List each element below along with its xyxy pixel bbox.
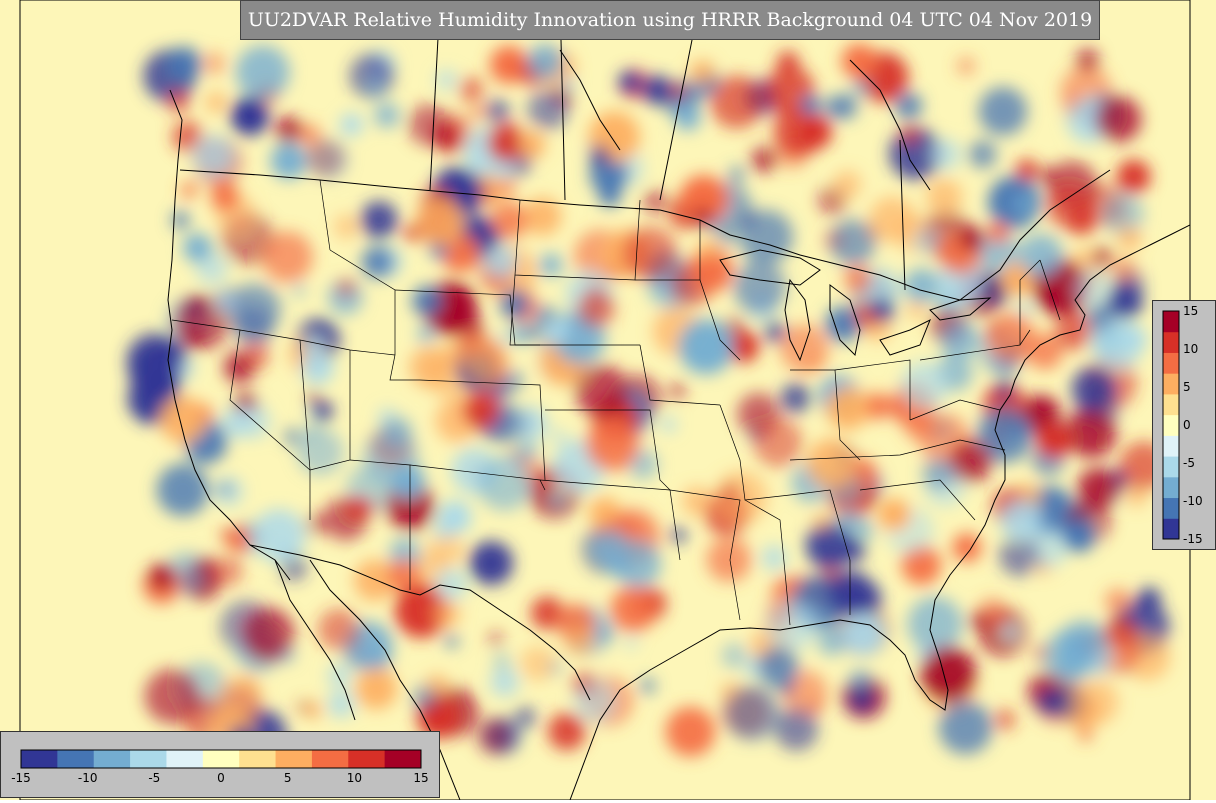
colorbar-swatch [1163,518,1179,540]
colorbar-swatch [202,750,240,768]
colorbar-tick-label: -5 [148,771,160,785]
colorbar-swatch [348,750,386,768]
colorbar-swatch [1163,352,1179,374]
colorbar-swatch [130,750,167,768]
colorbar-swatch [21,750,58,768]
colorbar-swatch [1163,373,1179,395]
colorbar-tick-label: 15 [413,771,428,785]
colorbar-swatch [1163,393,1179,416]
innovation-field [126,43,1170,762]
colorbar-swatch [57,750,95,768]
colorbar-tick-label: 0 [217,771,225,785]
colorbar-swatch [1163,476,1179,499]
vertical-colorbar-svg: -15 -10 -5 0 5 10 15 [1162,304,1203,546]
colorbar-tick-label: 0 [1183,418,1191,432]
colorbar-tick-label: 10 [1183,342,1198,356]
colorbar-swatch [1163,331,1179,353]
colorbar-swatch [1163,497,1179,519]
colorbar-swatch [311,750,349,768]
colorbar-tick-label: 10 [347,771,362,785]
horizontal-colorbar-svg: -15 -10 -5 0 5 10 15 [11,749,429,785]
state-borders [171,179,1061,626]
map-title: UU2DVAR Relative Humidity Innovation usi… [240,0,1100,40]
colorbar-swatch [384,750,422,768]
colorbar-tick-label: 5 [1183,380,1191,394]
horizontal-colorbar: -15 -10 -5 0 5 10 15 [0,731,440,798]
colorbar-tick-label: 15 [1183,304,1198,318]
colorbar-swatch [239,750,277,768]
colorbar-swatch [93,750,131,768]
colorbar-tick-label: 5 [284,771,292,785]
colorbar-swatch [275,750,313,768]
colorbar-tick-label: -10 [78,771,98,785]
vertical-colorbar: -15 -10 -5 0 5 10 15 [1152,300,1216,550]
colorbar-swatch [166,750,204,768]
colorbar-tick-label: -15 [1183,532,1203,546]
colorbar-swatch [1163,435,1179,457]
colorbar-tick-label: -15 [11,771,31,785]
colorbar-tick-label: -5 [1183,456,1195,470]
colorbar-swatch [1163,414,1179,436]
colorbar-tick-label: -10 [1183,494,1203,508]
colorbar-swatch [1163,311,1179,333]
colorbar-swatch [1163,456,1179,478]
